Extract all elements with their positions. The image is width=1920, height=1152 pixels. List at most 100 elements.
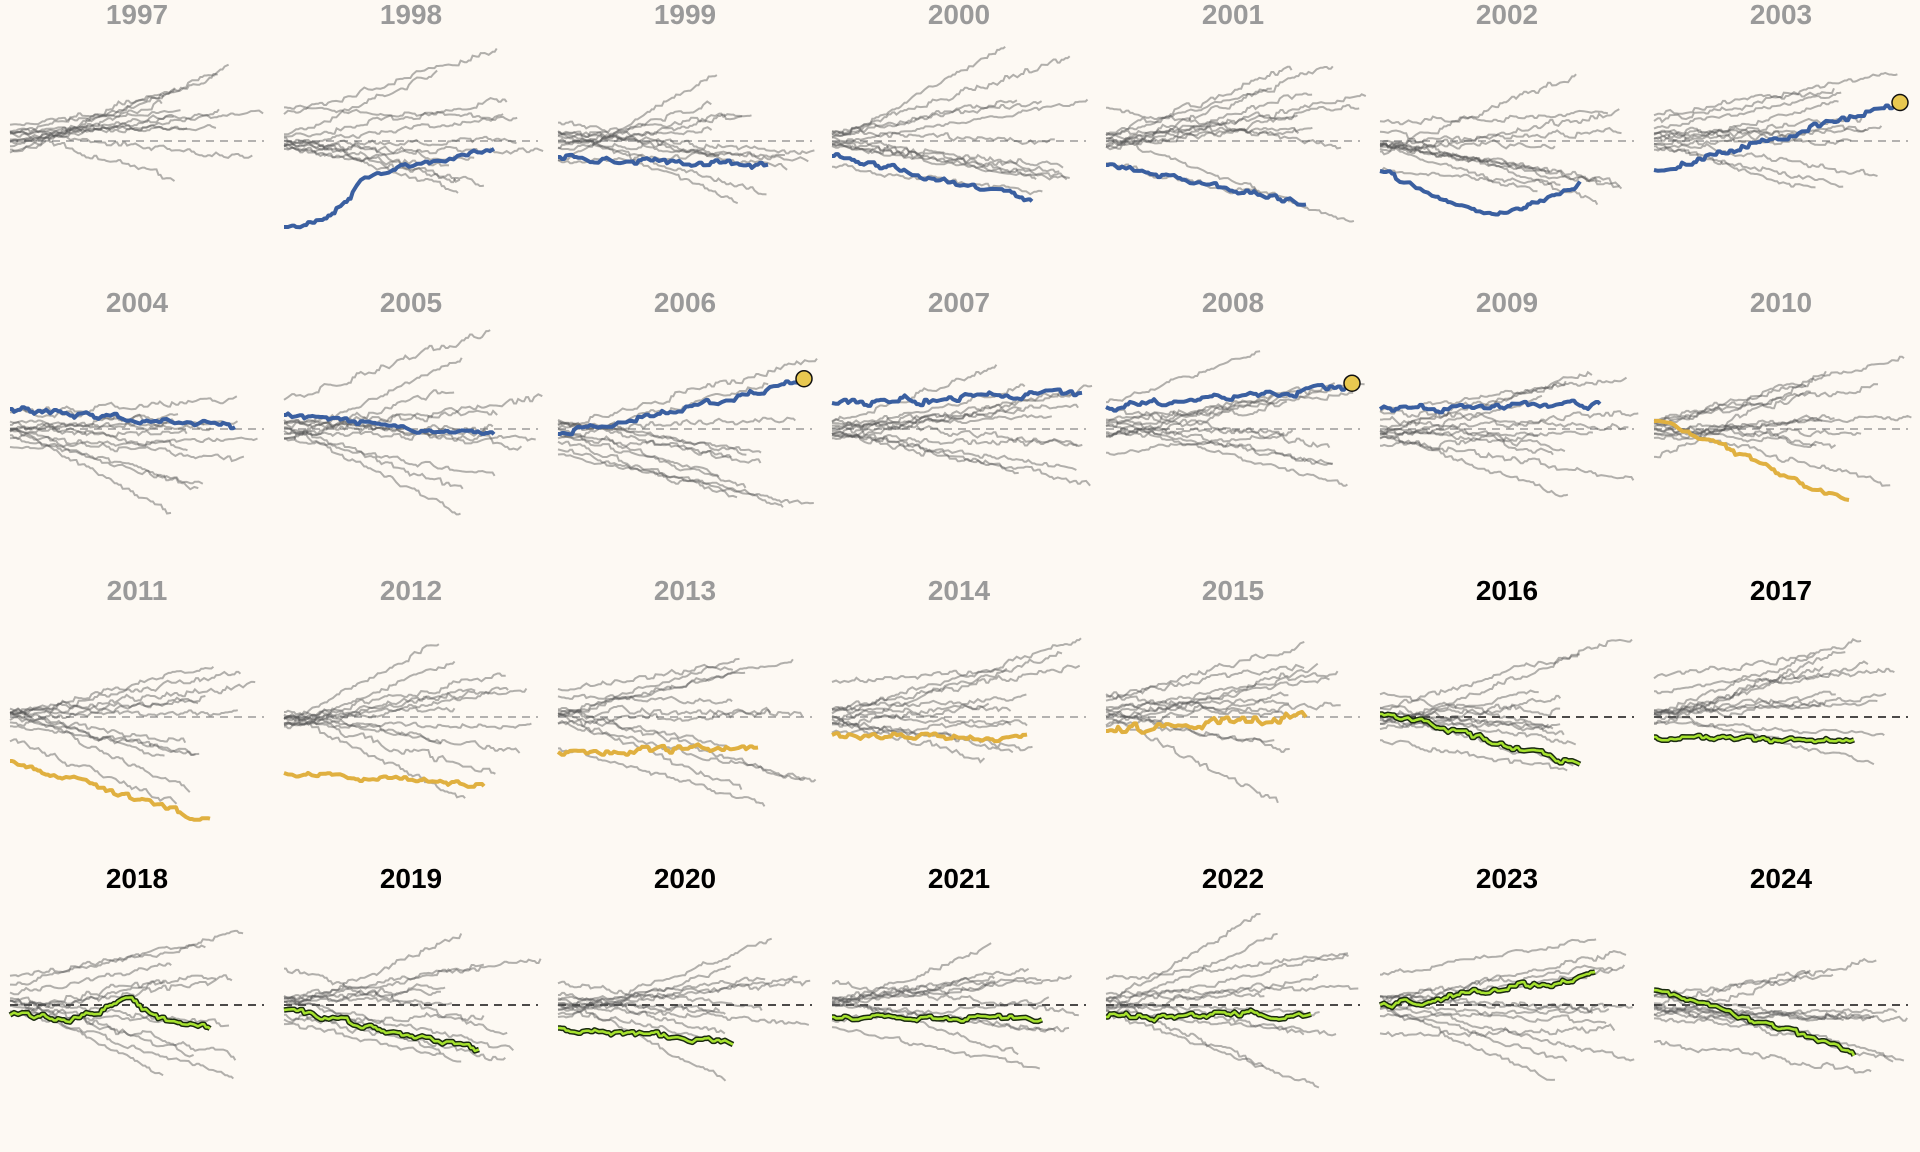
background-series-line xyxy=(831,99,1018,136)
background-series-line xyxy=(557,671,746,716)
background-series-line xyxy=(1380,432,1539,450)
background-series-line xyxy=(832,980,996,1008)
background-series-line xyxy=(283,135,517,149)
background-series-line xyxy=(1653,383,1879,423)
background-series-line xyxy=(284,145,485,187)
panel-plot xyxy=(1653,637,1908,766)
background-series-line xyxy=(1380,142,1623,190)
background-series-line xyxy=(1105,104,1360,141)
panel-title: 2013 xyxy=(653,575,717,606)
background-series-line xyxy=(283,660,456,727)
highlight-series-line xyxy=(831,387,1083,408)
background-series-line xyxy=(1653,71,1898,117)
background-series-line xyxy=(1654,1006,1909,1023)
panel-title: 1997 xyxy=(105,0,169,30)
background-series-line xyxy=(10,996,230,1028)
background-series-line xyxy=(1105,93,1367,151)
panel-plot xyxy=(1105,65,1367,223)
background-series-line xyxy=(1379,424,1554,456)
background-series-line xyxy=(10,1000,237,1061)
background-series-line xyxy=(9,428,199,491)
background-series-line xyxy=(558,120,720,158)
background-series-line xyxy=(1379,993,1594,1014)
background-series-line xyxy=(1379,394,1543,440)
background-series-line xyxy=(832,1003,1057,1033)
background-series-line xyxy=(558,747,766,807)
panel-plot xyxy=(1379,73,1634,217)
background-series-line xyxy=(1653,129,1807,142)
background-series-line xyxy=(284,983,446,1006)
background-series-line xyxy=(9,436,258,450)
background-series-line xyxy=(1106,711,1290,753)
background-series-line xyxy=(1654,957,1877,1016)
background-series-line xyxy=(1653,703,1822,721)
background-series-line xyxy=(557,112,752,138)
background-series-line xyxy=(1106,431,1285,456)
background-series-line xyxy=(832,425,1091,487)
background-series-line xyxy=(831,974,1073,1004)
background-series-line xyxy=(832,141,1064,169)
background-series-line xyxy=(1106,381,1365,435)
background-series-line xyxy=(1379,109,1609,126)
background-series-line xyxy=(283,686,509,721)
panel-title: 2019 xyxy=(379,863,443,894)
panel-title: 2011 xyxy=(106,575,168,606)
background-series-line xyxy=(283,720,532,730)
panel-2023: 2023 xyxy=(1378,864,1654,1152)
background-series-line xyxy=(1653,142,1816,189)
panel-plot xyxy=(1379,638,1634,772)
background-series-line xyxy=(558,976,766,1006)
panel-1998: 1998 xyxy=(283,0,558,288)
background-series-line xyxy=(831,364,998,423)
background-series-line xyxy=(1105,137,1355,223)
background-series-line xyxy=(10,997,194,1058)
panel-plot xyxy=(283,329,543,516)
background-series-line xyxy=(1654,667,1895,695)
background-series-line xyxy=(283,958,542,1000)
background-series-line xyxy=(1380,705,1565,736)
background-series-line xyxy=(831,1026,1041,1070)
background-series-line xyxy=(1379,1006,1568,1062)
highlight-series-line xyxy=(1653,988,1856,1057)
panel-plot xyxy=(9,63,264,182)
highlight-series-line xyxy=(832,152,1034,203)
background-series-line xyxy=(831,414,1052,429)
background-series-line xyxy=(10,129,253,159)
background-series-line xyxy=(1654,637,1862,712)
background-series-line xyxy=(10,114,175,145)
background-series-line xyxy=(1380,108,1620,156)
background-series-line xyxy=(557,706,772,727)
background-series-line xyxy=(1653,720,1885,737)
background-series-line xyxy=(557,357,818,427)
background-series-line xyxy=(283,393,543,436)
background-series-line xyxy=(1105,640,1305,702)
background-series-line xyxy=(9,108,220,143)
background-series-line xyxy=(1380,1003,1635,1062)
panel-title: 2003 xyxy=(1749,0,1813,30)
background-series-line xyxy=(557,937,773,1016)
background-series-line xyxy=(557,433,747,489)
background-series-line xyxy=(558,74,718,162)
highlight-series-line xyxy=(558,379,799,437)
background-series-line xyxy=(9,1010,235,1080)
background-series-line xyxy=(1105,701,1341,714)
highlight-series-line xyxy=(1106,709,1308,735)
background-series-line xyxy=(1654,1012,1875,1024)
background-series-line xyxy=(558,131,739,205)
background-series-line xyxy=(831,667,1008,684)
panel-title: 2022 xyxy=(1201,863,1265,894)
background-series-line xyxy=(10,974,233,1015)
background-series-line xyxy=(1105,391,1354,422)
background-series-line xyxy=(9,124,188,134)
highlight-series-line xyxy=(558,1026,734,1046)
background-series-line xyxy=(1379,691,1561,729)
background-series-line xyxy=(1653,87,1835,124)
background-series-line xyxy=(9,695,206,727)
background-series-line xyxy=(1653,1008,1898,1018)
highlight-series-line xyxy=(1106,162,1307,207)
panel-plot xyxy=(1105,640,1360,804)
panel-title: 2017 xyxy=(1749,575,1813,606)
background-series-line xyxy=(284,426,464,490)
background-series-line xyxy=(832,384,1093,441)
background-series-line xyxy=(10,979,165,1015)
